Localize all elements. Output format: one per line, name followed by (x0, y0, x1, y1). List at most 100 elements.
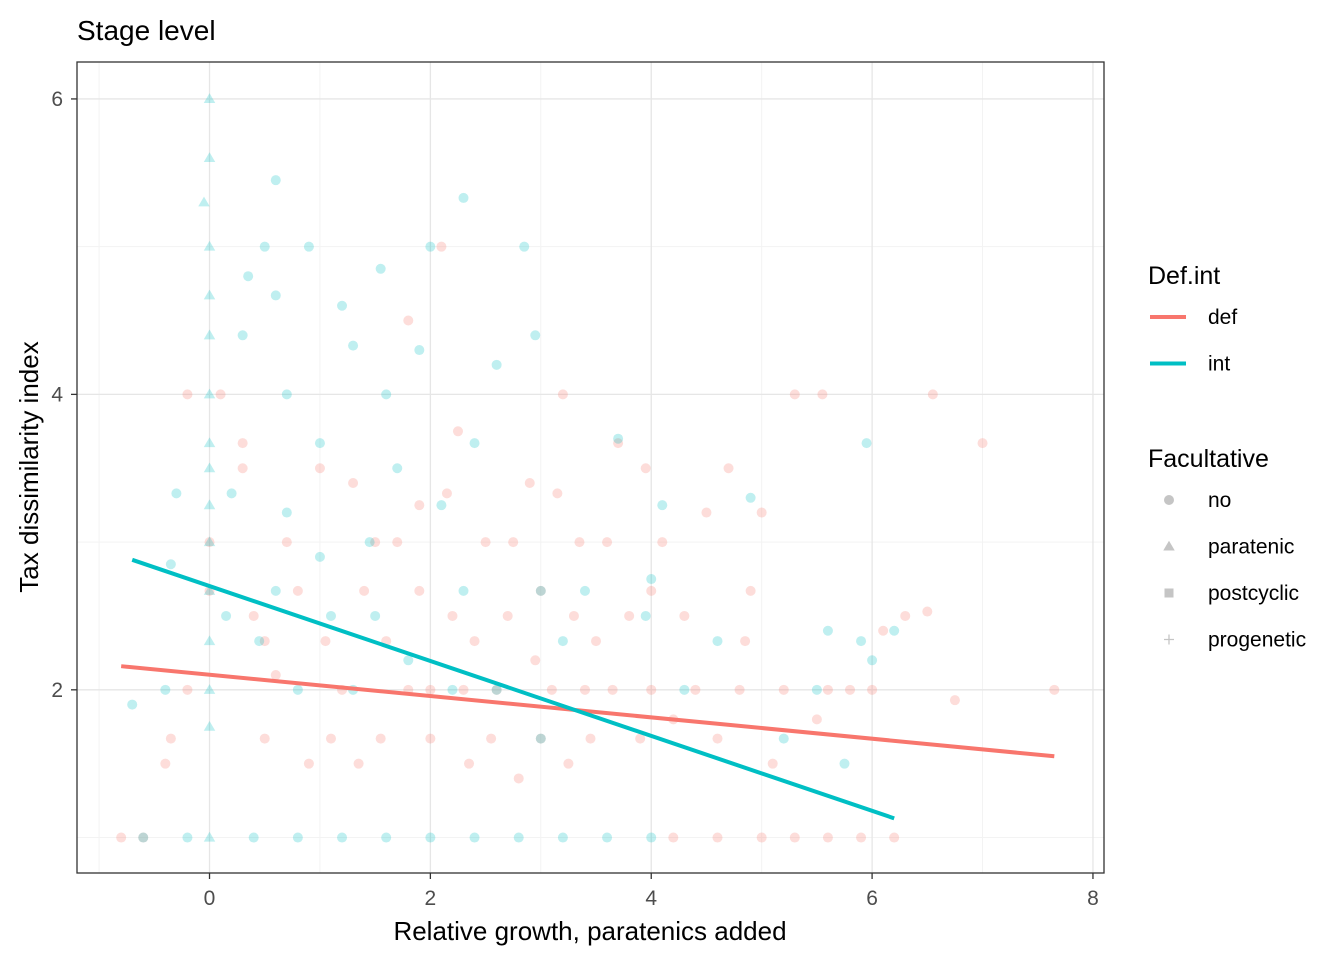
data-point-int (381, 832, 392, 843)
data-point-def (767, 758, 778, 769)
data-point-int (867, 655, 878, 666)
data-point-def (348, 478, 359, 489)
data-point-int (203, 388, 216, 399)
data-point-int (203, 462, 216, 473)
data-point-int (646, 832, 657, 843)
data-point-int (513, 832, 524, 843)
data-point-int (519, 241, 530, 252)
data-point-def (646, 585, 657, 596)
data-point-def (635, 733, 646, 744)
data-point-def (568, 610, 579, 621)
data-point-def (845, 684, 856, 695)
data-point-def (977, 438, 988, 449)
data-point-def (204, 537, 215, 548)
data-point-int (237, 330, 248, 341)
data-point-def (469, 636, 480, 647)
data-point-def (325, 733, 336, 744)
legend-label-int: int (1208, 353, 1230, 376)
data-point-int (403, 655, 414, 666)
data-point-int (203, 585, 216, 595)
data-point-int (138, 832, 149, 843)
data-point-int (425, 832, 436, 843)
data-point-def (740, 636, 751, 647)
data-point-def (292, 585, 303, 596)
data-point-def (607, 684, 618, 695)
trend-line-int (131, 557, 895, 821)
data-point-int (243, 271, 254, 282)
data-point-int (254, 636, 265, 647)
legend-label-def: def (1208, 306, 1237, 329)
data-point-int (203, 289, 216, 300)
data-point-int (436, 500, 447, 511)
data-point-def (508, 537, 519, 548)
data-point-def (414, 585, 425, 596)
data-point-def (237, 438, 248, 449)
data-point-int (314, 551, 325, 562)
data-point-int (469, 832, 480, 843)
data-point-def (723, 463, 734, 474)
data-point-def (789, 389, 800, 400)
data-point-def (182, 389, 193, 400)
data-point-def (303, 758, 314, 769)
data-point-int (613, 433, 624, 444)
data-point-int (221, 610, 232, 621)
data-point-int (259, 241, 270, 252)
data-point-int (579, 585, 590, 596)
data-point-def (436, 241, 447, 252)
data-point-int (248, 832, 259, 843)
data-point-def (403, 315, 414, 326)
data-point-def (270, 670, 281, 681)
data-point-def (756, 507, 767, 518)
legend-key-paratenic (1163, 540, 1175, 551)
data-point-def (259, 636, 270, 647)
data-point-int (292, 832, 303, 843)
data-point-int (325, 610, 336, 621)
data-point-def (949, 695, 960, 706)
data-point-int (861, 438, 872, 449)
data-point-int (226, 488, 237, 499)
legend-label-progenetic: progenetic (1208, 629, 1306, 652)
data-point-def (579, 684, 590, 695)
data-point-int (198, 196, 210, 207)
data-point-def (1049, 684, 1060, 695)
data-point-int (447, 684, 458, 695)
data-point-def (591, 636, 602, 647)
panel-border (76, 61, 1105, 874)
legend-key-no (1164, 495, 1174, 505)
data-point-def (822, 684, 833, 695)
chart-title: Stage level (77, 15, 216, 46)
data-point-int (458, 585, 469, 596)
data-point-int (314, 438, 325, 449)
data-point-def (160, 758, 171, 769)
data-point-int (370, 610, 381, 621)
data-point-int (203, 329, 216, 340)
data-point-def (535, 733, 546, 744)
data-point-int (127, 699, 138, 710)
grid-layer (77, 62, 1104, 873)
data-point-int (160, 684, 171, 695)
data-point-int (165, 559, 176, 570)
data-point-int (679, 684, 690, 695)
data-point-int (602, 832, 613, 843)
data-point-def (679, 610, 690, 621)
data-point-def (359, 585, 370, 596)
data-point-def (370, 537, 381, 548)
data-point-int (203, 152, 216, 163)
data-point-def (701, 507, 712, 518)
data-point-int (557, 832, 568, 843)
data-point-int (392, 463, 403, 474)
data-point-int (203, 831, 216, 842)
data-point-int (171, 488, 182, 499)
data-point-def (817, 389, 828, 400)
data-point-int (469, 438, 480, 449)
data-point-def (447, 610, 458, 621)
data-point-def (640, 463, 651, 474)
data-point-def (712, 832, 723, 843)
data-point-def (237, 463, 248, 474)
data-point-def (878, 625, 889, 636)
data-point-def (889, 832, 900, 843)
data-point-def (557, 389, 568, 400)
data-point-int (425, 241, 436, 252)
data-point-int (640, 610, 651, 621)
